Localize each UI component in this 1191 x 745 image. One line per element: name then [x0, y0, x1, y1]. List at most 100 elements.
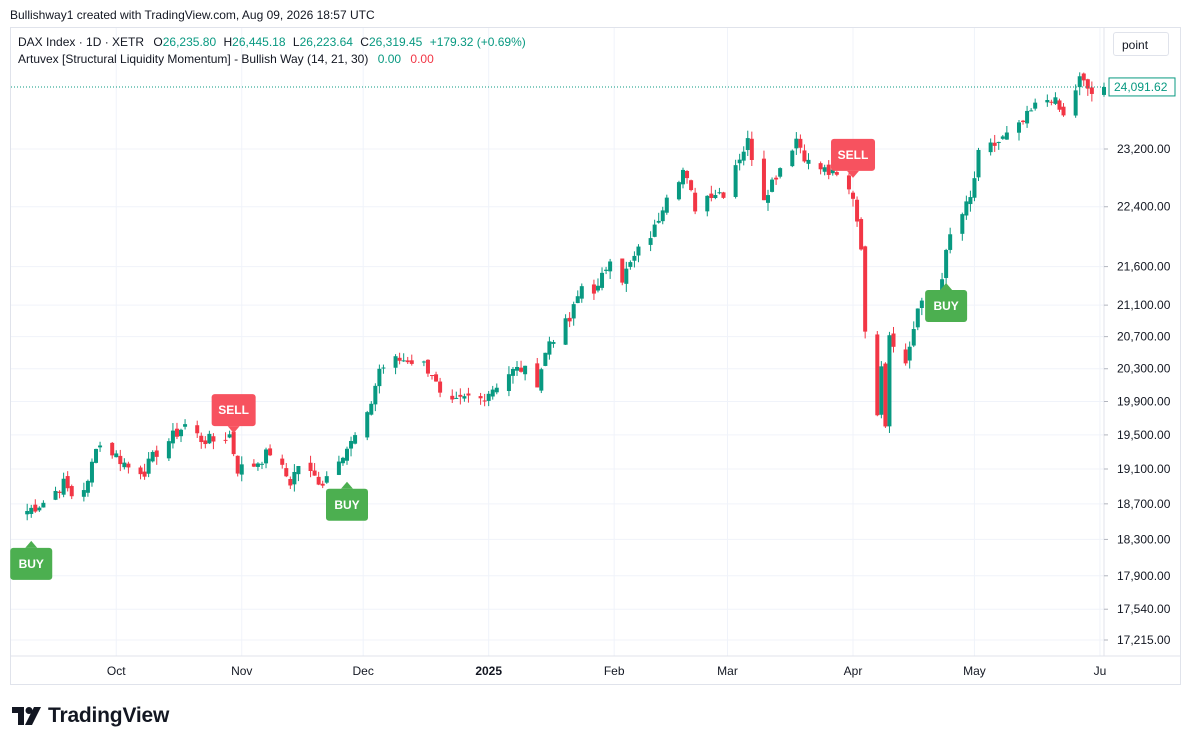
candle-body — [976, 149, 981, 178]
indicator-name[interactable]: Artuvex [Structural Liquidity Momentum] … — [18, 52, 369, 66]
candle-up — [89, 458, 94, 487]
candle-up — [964, 195, 969, 220]
y-tick-label: 20,300.00 — [1117, 362, 1171, 376]
candle-body — [324, 476, 329, 483]
candle-up — [717, 187, 722, 195]
candle-body — [891, 333, 896, 347]
candle-body — [401, 360, 406, 362]
y-tick-label: 19,100.00 — [1117, 462, 1171, 476]
candle-body — [1004, 132, 1009, 140]
candle-up — [1016, 120, 1021, 141]
candle-down — [397, 352, 402, 365]
candle-body — [320, 483, 325, 486]
candle-body — [519, 367, 524, 372]
legend-open-label: O — [153, 35, 163, 49]
y-tick-label: 21,100.00 — [1117, 298, 1171, 312]
candle-up — [996, 141, 1001, 150]
candle-body — [571, 304, 576, 319]
candle-body — [798, 138, 803, 148]
candle-body — [280, 458, 285, 465]
candle-down — [567, 312, 572, 328]
candle-body — [41, 502, 46, 508]
y-tick-label: 21,600.00 — [1117, 260, 1171, 274]
candle-up — [579, 283, 584, 303]
candle-down — [316, 471, 321, 486]
candle-body — [705, 195, 710, 212]
candle-body — [1045, 100, 1050, 103]
candle-body — [567, 317, 572, 322]
candle-down — [709, 185, 714, 202]
candle-body — [1021, 120, 1026, 123]
candle-up — [365, 410, 370, 441]
candle-up — [296, 465, 301, 482]
candle-body — [373, 385, 378, 405]
candle-down — [859, 217, 864, 251]
candle-down — [458, 388, 463, 405]
candle-body — [1081, 73, 1086, 81]
candle-up — [624, 261, 629, 292]
candle-body — [349, 440, 354, 449]
candle-body — [591, 284, 596, 294]
candle-up — [146, 452, 151, 478]
candle-up — [887, 331, 892, 433]
candle-up — [393, 354, 398, 375]
candle-body — [259, 463, 264, 465]
last-price-box — [1108, 77, 1176, 97]
candle-down — [689, 179, 694, 192]
candle-body — [37, 507, 42, 511]
x-tick-label: Apr — [844, 664, 863, 678]
candle-up — [85, 479, 90, 497]
candle-body — [1053, 97, 1058, 104]
candle-body — [340, 457, 345, 464]
tradingview-logo[interactable]: TradingView — [12, 703, 169, 729]
candle-down — [685, 170, 690, 184]
candle-body — [393, 356, 398, 368]
candle-down — [65, 471, 70, 492]
candle-up — [292, 464, 297, 492]
candle-body — [620, 258, 625, 283]
candle-body — [207, 433, 212, 444]
candle-body — [353, 435, 358, 444]
candle-down — [280, 454, 285, 469]
candle-body — [251, 463, 256, 467]
candle-body — [284, 468, 289, 477]
candle-up — [264, 447, 269, 469]
candle-body — [709, 193, 714, 199]
candle-up — [114, 450, 119, 458]
price-unit-button[interactable]: point — [1113, 32, 1169, 56]
candle-down — [69, 484, 74, 500]
candle-up — [968, 190, 973, 212]
candle-up — [494, 383, 499, 395]
candle-body — [239, 464, 244, 475]
candle-up — [604, 266, 609, 275]
candle-body — [1077, 76, 1082, 88]
candle-up — [1025, 105, 1030, 128]
candle-body — [579, 286, 584, 299]
candle-up — [421, 360, 426, 367]
candle-down — [992, 134, 997, 152]
candle-up — [259, 461, 264, 470]
candle-body — [741, 151, 746, 161]
candle-up — [595, 278, 600, 293]
candle-body — [434, 374, 439, 382]
candle-down — [1049, 99, 1054, 106]
candle-up — [349, 436, 354, 457]
candle-up — [37, 506, 42, 513]
signal-pointer — [340, 481, 353, 489]
candle-up — [486, 390, 491, 407]
candle-down — [118, 449, 123, 472]
candle-up — [353, 432, 358, 445]
candle-body — [114, 453, 119, 458]
candle-down — [251, 459, 256, 468]
candle-up — [227, 430, 232, 439]
candle-body — [316, 476, 321, 485]
signal-text: BUY — [933, 299, 958, 313]
x-tick-label: May — [963, 664, 986, 678]
tradingview-logo-icon — [12, 707, 41, 725]
legend-symbol[interactable]: DAX Index · 1D · XETR — [18, 35, 145, 49]
candle-down — [320, 480, 325, 489]
signal-pointer — [847, 170, 860, 178]
candle-body — [883, 363, 888, 427]
candle-up — [61, 472, 66, 498]
